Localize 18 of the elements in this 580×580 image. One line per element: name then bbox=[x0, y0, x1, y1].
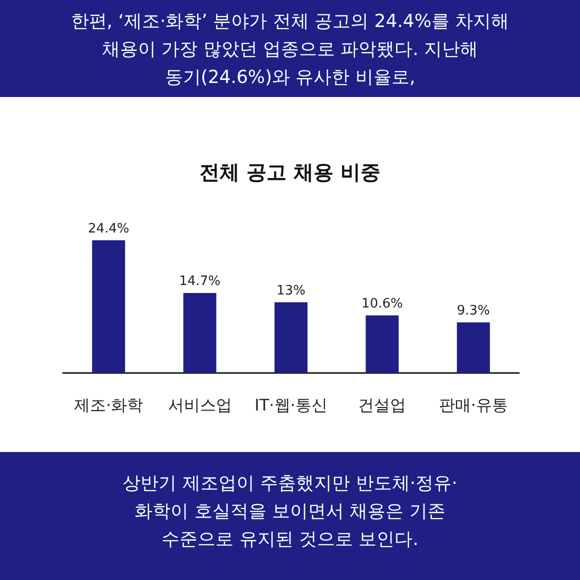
x-tick-label: 건설업 bbox=[358, 396, 406, 414]
data-label: 9.3% bbox=[456, 303, 490, 318]
x-tick-label: IT·웹·통신 bbox=[254, 396, 328, 414]
bar bbox=[366, 315, 399, 373]
data-label: 10.6% bbox=[362, 296, 403, 312]
text: 상반기 제조업이 주춤했지만 반도체·정유· 화학이 호실적을 보이면서 채용은 기존 수준으로 유지된 것으로 보인다. bbox=[122, 472, 458, 552]
bar bbox=[456, 322, 490, 373]
x-tick-label: 서비스업 bbox=[168, 396, 232, 414]
data-label: 13% bbox=[276, 283, 306, 298]
data-label: 24.4% bbox=[88, 221, 130, 236]
bar bbox=[92, 240, 126, 373]
data-label: 14.7% bbox=[179, 274, 220, 290]
x-tick-label: 제조·화학 bbox=[74, 396, 144, 414]
bar bbox=[274, 302, 308, 373]
x-tick-label: 판매·유통 bbox=[438, 396, 508, 414]
bar bbox=[183, 293, 216, 373]
chart-subtitle: 한편, ‘제조·화학’ 분야가 전체 공고의 24.4%를 차지해 채용이 가장 많았던 업종으로 파악됐다. 지난해 동기(24.6%)와 유사한 비율로, bbox=[70, 10, 510, 90]
chart-title: 전체 공고 채용 비중 bbox=[200, 160, 380, 184]
